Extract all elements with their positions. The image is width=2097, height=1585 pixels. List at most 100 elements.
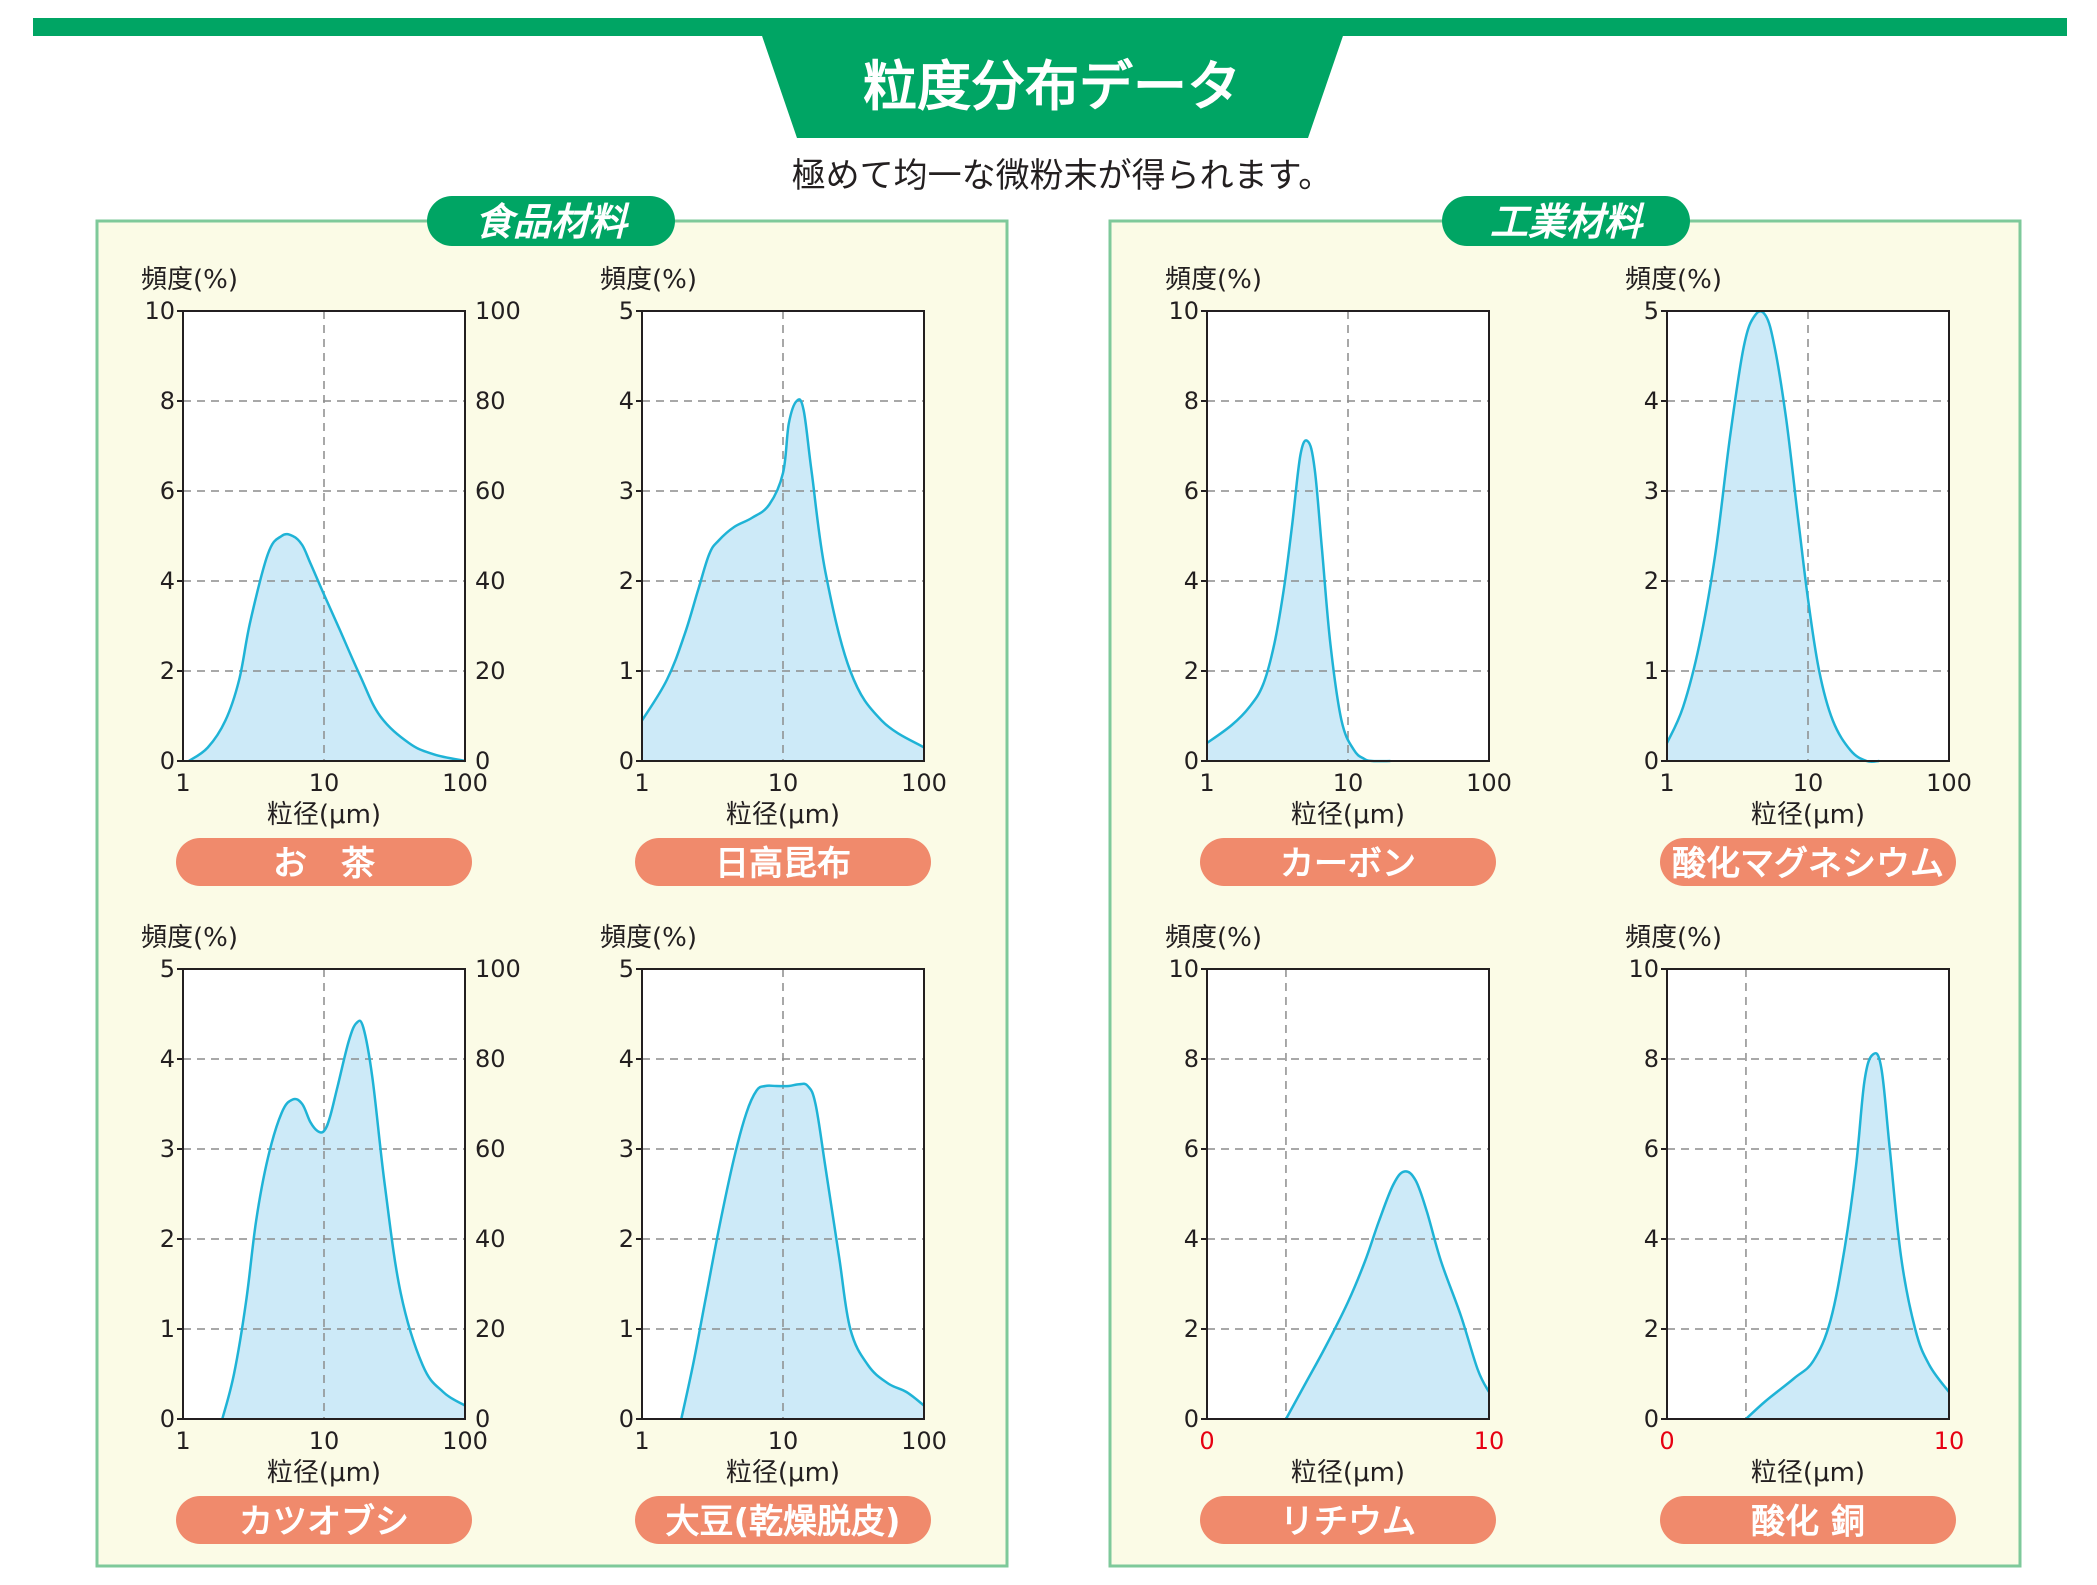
sample-label: 酸化 銅 [1751,1502,1865,1542]
y2-tick-label: 60 [475,1135,506,1163]
y2-tick-label: 20 [475,1315,506,1343]
y-tick-label: 0 [160,747,175,775]
y-tick-label: 2 [1644,1315,1659,1343]
y-axis-title: 頻度(%) [600,265,697,295]
y2-tick-label: 80 [475,387,506,415]
y-axis-title: 頻度(%) [600,923,697,953]
y-axis-title: 頻度(%) [141,265,238,295]
y-tick-label: 4 [1184,567,1199,595]
x-tick-label: 10 [309,769,340,797]
y-tick-label: 4 [619,1045,634,1073]
y-tick-label: 0 [1644,1405,1659,1433]
x-tick-label: 100 [901,769,947,797]
distribution-curve [221,1019,466,1420]
y2-tick-label: 20 [475,657,506,685]
plot-frame [1206,968,1490,1420]
y-tick-label: 2 [1644,567,1659,595]
x-tick-label: 10 [1793,769,1824,797]
distribution-area [1667,311,1880,762]
distribution-area [1207,440,1391,762]
industrial-section-badge [1442,196,1690,246]
x-tick-label: 1 [1199,769,1214,797]
y2-tick-label: 40 [475,1225,506,1253]
sample-label: カツオブシ [239,1502,409,1542]
y-tick-label: 3 [160,1135,175,1163]
y-tick-label: 5 [619,955,634,983]
y-tick-label: 4 [160,567,175,595]
y-tick-label: 0 [619,1405,634,1433]
y-tick-label: 8 [160,387,175,415]
y-tick-label: 4 [619,387,634,415]
y-tick-label: 0 [160,1405,175,1433]
y-tick-label: 1 [160,1315,175,1343]
x-axis-title: 粒径(μm) [1751,1458,1865,1488]
y-axis-title: 頻度(%) [1625,923,1722,953]
sample-label: カーボン [1280,844,1416,884]
x-tick-label: 10 [1474,1427,1505,1455]
distribution-curve [1206,439,1391,763]
y2-tick-label: 0 [475,1405,490,1433]
y-tick-label: 0 [1644,747,1659,775]
y-tick-label: 2 [1184,657,1199,685]
x-tick-label: 0 [1199,1427,1214,1455]
sample-label: 大豆(乾燥脱皮) [665,1502,900,1542]
sample-label: リチウム [1280,1502,1416,1542]
y2-tick-label: 80 [475,1045,506,1073]
y-tick-label: 3 [619,1135,634,1163]
y-tick-label: 2 [160,1225,175,1253]
x-axis-title: 粒径(μm) [267,1458,381,1488]
y-tick-label: 2 [619,567,634,595]
plot-frame [641,310,925,762]
y-tick-label: 6 [1184,1135,1199,1163]
x-axis-title: 粒径(μm) [267,800,381,830]
y-tick-label: 2 [1184,1315,1199,1343]
chart-3: 0 2 4 6 8 10 1 10 100 頻度(%) 粒径(μm) カーボン [1165,265,1512,886]
plot-frame [182,968,466,1420]
food-section-badge [427,196,675,246]
y-tick-label: 3 [619,477,634,505]
y-tick-label: 0 [619,747,634,775]
plot-frame [1666,968,1950,1420]
x-axis-title: 粒径(μm) [726,800,840,830]
x-tick-label: 100 [901,1427,947,1455]
x-tick-label: 0 [1659,1427,1674,1455]
y-tick-label: 0 [1184,1405,1199,1433]
y-tick-label: 10 [144,297,175,325]
page-title: 粒度分布データ [863,55,1241,118]
y-tick-label: 8 [1184,387,1199,415]
header-bar [33,18,2067,36]
y-axis-title: 頻度(%) [141,923,238,953]
distribution-curve [680,1082,925,1420]
plot-frame [641,968,925,1420]
x-tick-label: 100 [442,769,488,797]
plot-frame [1206,310,1490,762]
x-axis-title: 粒径(μm) [1291,1458,1405,1488]
y-tick-label: 6 [1644,1135,1659,1163]
distribution-curve [1665,310,1880,764]
y-tick-label: 1 [619,1315,634,1343]
plot-frame [1666,310,1950,762]
x-tick-label: 10 [768,1427,799,1455]
y-tick-label: 4 [160,1045,175,1073]
distribution-curve [1284,1170,1491,1420]
industrial-section-label: 工業材料 [1490,200,1645,244]
x-tick-label: 100 [442,1427,488,1455]
sample-label-pill [1200,838,1496,886]
x-axis-title: 粒径(μm) [726,1458,840,1488]
y-tick-label: 4 [1644,1225,1659,1253]
y-tick-label: 5 [1644,297,1659,325]
y-tick-label: 10 [1168,297,1199,325]
distribution-area [1286,1171,1489,1419]
sample-label-pill [635,1496,931,1544]
x-tick-label: 1 [1659,769,1674,797]
y-tick-label: 1 [1644,657,1659,685]
x-axis-title: 粒径(μm) [1751,800,1865,830]
y-tick-label: 0 [1184,747,1199,775]
sample-label: お 茶 [273,844,376,884]
distribution-curve [1745,1051,1951,1420]
